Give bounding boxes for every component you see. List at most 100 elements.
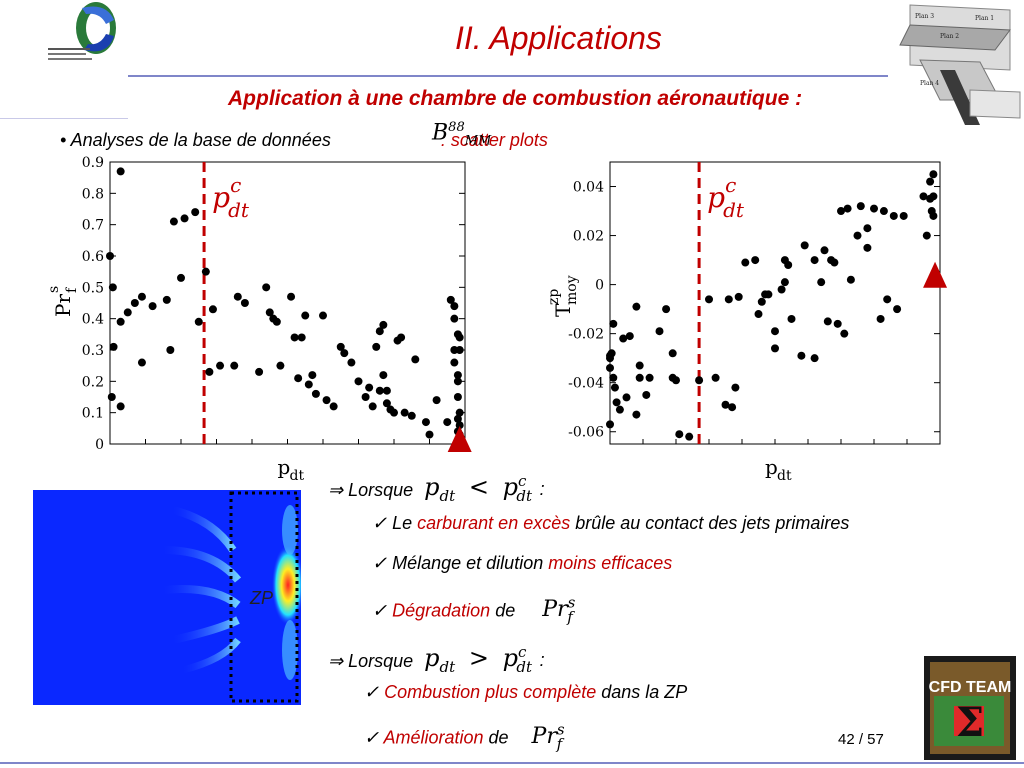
data-point bbox=[194, 317, 203, 326]
data-point bbox=[294, 374, 303, 383]
y-tick-label: 0.4 bbox=[82, 312, 104, 328]
data-point bbox=[450, 314, 459, 323]
combustion-field-image bbox=[33, 490, 301, 705]
y-tick-label: 0.7 bbox=[82, 218, 104, 234]
condition-1-lead: ⇒ Lorsque bbox=[328, 479, 414, 500]
data-point bbox=[375, 386, 384, 395]
data-point bbox=[450, 302, 459, 311]
data-point bbox=[856, 202, 865, 211]
bullet-database: • Analyses de la base de données : scatt… bbox=[60, 130, 548, 151]
data-point bbox=[764, 290, 773, 299]
data-point bbox=[606, 420, 614, 429]
data-point bbox=[893, 305, 902, 314]
y-tick-label: 0.8 bbox=[82, 186, 104, 202]
y-axis-label-sub: f bbox=[64, 286, 80, 293]
data-point bbox=[635, 373, 644, 382]
data-point bbox=[276, 361, 285, 370]
data-point bbox=[863, 224, 872, 233]
data-point bbox=[453, 393, 462, 401]
data-point bbox=[840, 329, 849, 338]
data-point bbox=[322, 396, 331, 405]
data-point bbox=[780, 278, 789, 287]
data-point bbox=[368, 402, 377, 411]
data-point bbox=[675, 430, 684, 439]
data-point bbox=[870, 204, 878, 213]
data-point bbox=[230, 361, 239, 370]
db-symbol-base: B bbox=[432, 120, 449, 146]
data-point bbox=[632, 410, 641, 419]
y-tick-label: 0 bbox=[595, 278, 604, 294]
highlight-marker bbox=[447, 426, 472, 452]
data-point bbox=[365, 383, 374, 392]
data-point bbox=[741, 258, 750, 267]
y-tick-label: -0.02 bbox=[568, 327, 604, 343]
data-point bbox=[148, 302, 157, 311]
data-point bbox=[361, 393, 370, 401]
bullet-suffix: : scatter plots bbox=[440, 130, 548, 150]
data-point bbox=[379, 371, 388, 380]
y-tick-label: 0.6 bbox=[82, 249, 104, 265]
slide-subtitle: Application à une chambre de combustion … bbox=[228, 87, 803, 110]
prfs-formula-2: Prsf bbox=[531, 721, 565, 753]
data-point bbox=[833, 319, 842, 328]
data-point bbox=[453, 377, 462, 386]
threshold-label-sup: c bbox=[725, 173, 736, 197]
data-point bbox=[407, 411, 416, 420]
data-point bbox=[216, 361, 225, 370]
data-point bbox=[771, 327, 779, 336]
planes-diagram-image: Plan 3 Plan 1 Plan 2 Plan 4 bbox=[899, 4, 1021, 125]
condition-2-formula: pdt > pcdt bbox=[424, 643, 532, 676]
data-point bbox=[382, 386, 391, 395]
data-point bbox=[255, 367, 264, 376]
threshold-label: p bbox=[707, 181, 725, 214]
item-1-1: ✓ Le carburant en excès brûle au contact… bbox=[372, 513, 850, 533]
data-point bbox=[116, 317, 125, 326]
data-point bbox=[757, 297, 766, 306]
data-point bbox=[262, 283, 271, 292]
left-divider bbox=[0, 118, 128, 119]
item-2-1: ✓ Combustion plus complète dans la ZP bbox=[364, 682, 688, 702]
data-point bbox=[109, 342, 118, 351]
data-point bbox=[390, 408, 398, 417]
data-point bbox=[297, 333, 306, 342]
data-point bbox=[922, 231, 931, 240]
data-point bbox=[609, 373, 618, 382]
data-point bbox=[453, 414, 462, 423]
data-point bbox=[450, 358, 459, 367]
data-point bbox=[290, 333, 299, 342]
condition-2: ⇒ Lorsque pdt > pcdt : bbox=[328, 643, 545, 676]
prfs-formula-1: Prsf bbox=[542, 594, 576, 626]
data-point bbox=[137, 358, 146, 367]
data-point bbox=[787, 314, 796, 323]
data-point bbox=[301, 311, 310, 320]
data-point bbox=[191, 208, 200, 217]
data-point bbox=[201, 267, 210, 276]
data-point bbox=[929, 170, 938, 179]
y-tick-label: 0.02 bbox=[573, 229, 604, 245]
data-point bbox=[612, 398, 621, 407]
condition-1-colon: : bbox=[539, 479, 545, 499]
database-symbol: B88MM bbox=[432, 120, 491, 149]
data-point bbox=[655, 327, 664, 336]
data-point bbox=[876, 314, 885, 323]
data-point bbox=[751, 256, 760, 265]
x-axis-label: p bbox=[278, 455, 291, 479]
data-point bbox=[863, 243, 872, 252]
data-point bbox=[340, 349, 349, 358]
db-symbol-sub: MM bbox=[464, 133, 492, 149]
data-point bbox=[662, 305, 671, 314]
data-point bbox=[116, 402, 125, 411]
data-point bbox=[724, 295, 733, 304]
data-point bbox=[240, 299, 249, 307]
data-point bbox=[137, 292, 146, 301]
threshold-label-sub: dt bbox=[228, 198, 250, 222]
data-point bbox=[421, 418, 430, 427]
data-point bbox=[817, 278, 826, 287]
data-point bbox=[837, 207, 845, 216]
x-axis-label-sub: dt bbox=[777, 468, 792, 480]
threshold-label-sup: c bbox=[230, 173, 241, 197]
data-point bbox=[711, 373, 720, 382]
data-point bbox=[632, 302, 641, 311]
y-tick-label: 0.9 bbox=[82, 155, 104, 171]
